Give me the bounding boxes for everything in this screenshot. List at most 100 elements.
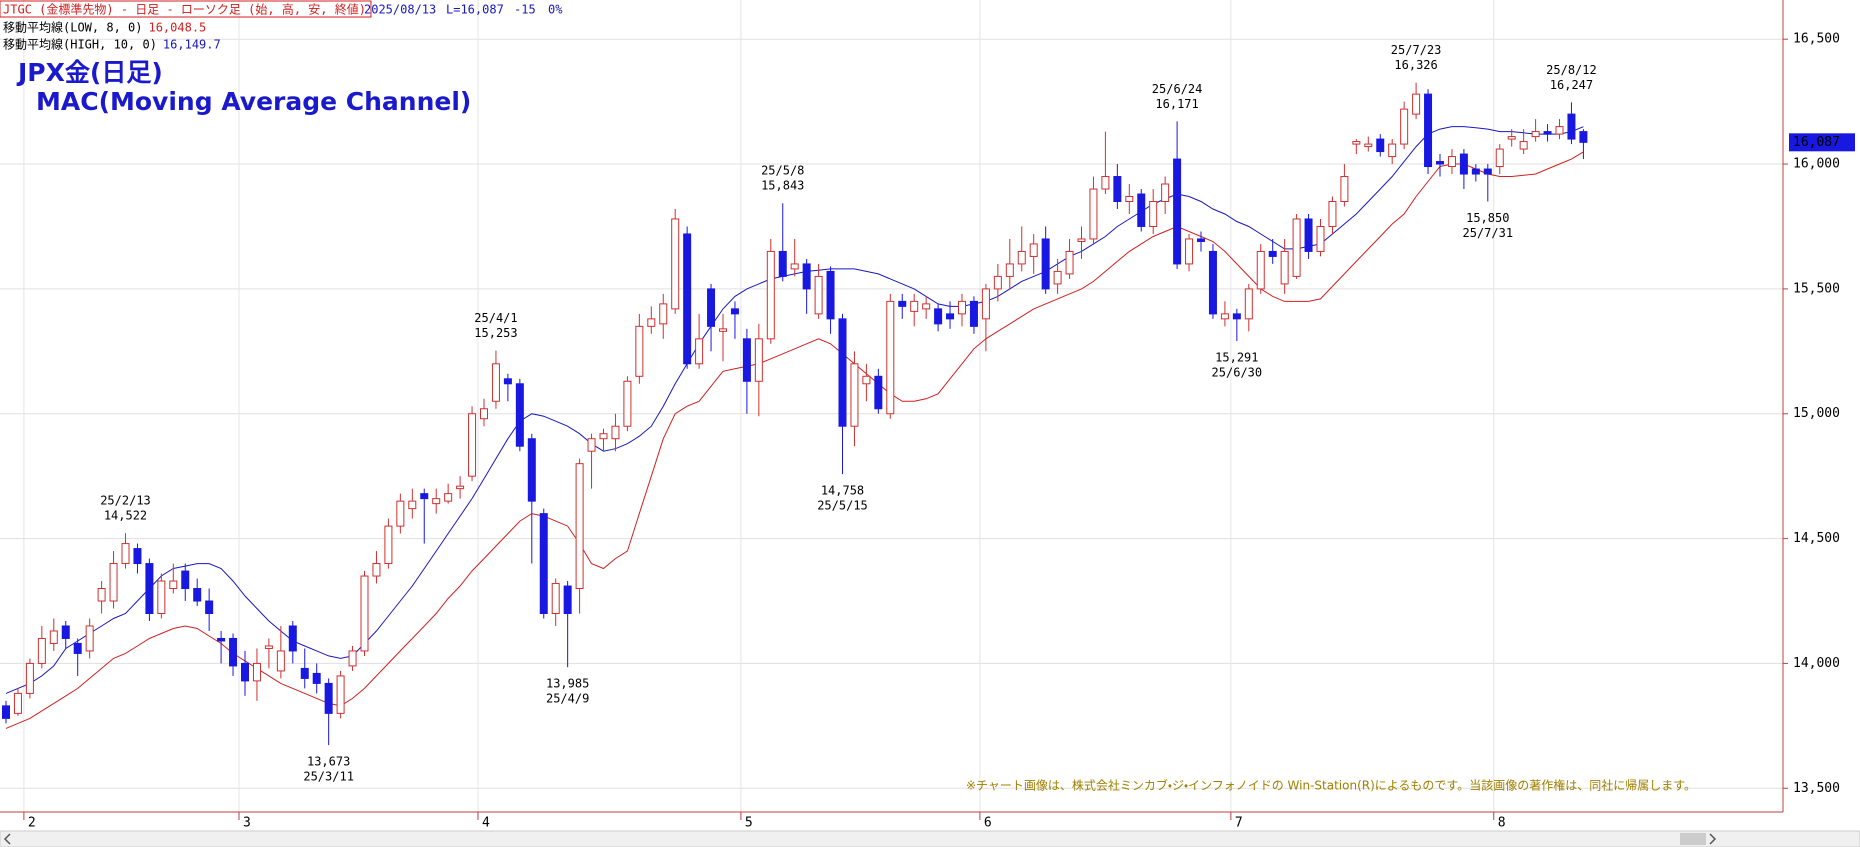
candle-body [1041, 238, 1050, 290]
candle-body [1376, 138, 1385, 153]
candle-body [1352, 141, 1361, 145]
candle-body [336, 675, 345, 714]
candle-body [1412, 93, 1421, 115]
footnote: ※チャート画像は、株式会社ミンカブ・ジ・インフォノイドの Win-Station… [966, 778, 1696, 793]
y-tick-label: 16,000 [1793, 157, 1840, 172]
x-tick-label: 5 [745, 816, 753, 831]
candle-body [1340, 176, 1349, 203]
candle-body [2, 705, 10, 719]
candle-body [707, 288, 716, 327]
candle-body [49, 630, 58, 644]
candle-body [396, 500, 405, 527]
header-instrument: JTGC (金標準先物) - 日足 - ローソク足 (始, 高, 安, 終値) [3, 2, 366, 17]
scroll-thumb[interactable] [1680, 833, 1706, 845]
candle-body [1483, 168, 1492, 175]
candle-body [1471, 168, 1480, 175]
annotation-date: 25/7/23 [1391, 43, 1442, 57]
y-tick-label: 14,500 [1793, 531, 1840, 546]
scroll-right[interactable] [1709, 833, 1717, 845]
candle-body [1197, 238, 1205, 242]
scrollbar[interactable] [0, 830, 1860, 847]
candle-body [1567, 113, 1576, 140]
candle-body [241, 662, 249, 682]
annotation-date: 25/7/31 [1463, 226, 1514, 240]
x-tick-label: 4 [482, 816, 490, 831]
candle-body [874, 375, 883, 410]
annotation-price: 13,673 [307, 755, 350, 769]
candle-body [205, 600, 214, 614]
candle-body [969, 300, 978, 327]
candle-body [1256, 250, 1265, 290]
candle-body [384, 525, 393, 565]
x-tick-label: 3 [243, 816, 251, 831]
scroll-left[interactable] [3, 833, 11, 845]
x-tick-label: 2 [28, 816, 36, 831]
candle-body [503, 378, 512, 385]
candle-body [719, 328, 727, 332]
candle-body [778, 250, 787, 277]
last-price-tag [1789, 133, 1855, 152]
candle-body [539, 513, 548, 614]
annotation-date: 25/2/13 [100, 494, 151, 508]
candle-body [1185, 238, 1194, 265]
annotation-price: 15,850 [1466, 211, 1509, 225]
last-price-label: 16,087 [1793, 135, 1840, 150]
candle-body [288, 625, 297, 652]
candle-body [1400, 108, 1409, 145]
candle-body [348, 650, 357, 667]
candle-body [1328, 201, 1337, 227]
candle-body [1017, 250, 1026, 265]
candle-body [1364, 143, 1373, 148]
candle-body [934, 308, 943, 325]
annotation-price: 13,985 [546, 677, 589, 691]
candle-body [599, 433, 608, 440]
candle-body [1316, 225, 1325, 252]
grid [0, 0, 1788, 820]
header-change: -15 [514, 3, 536, 17]
candle-body [25, 662, 34, 694]
header-pct: 0% [548, 3, 563, 17]
candle-body [157, 580, 166, 614]
candle-body [1161, 183, 1170, 203]
candle-body [372, 563, 381, 577]
candle-body [456, 485, 465, 490]
candle-body [408, 500, 417, 510]
candle-body [1149, 201, 1158, 227]
candle-body [958, 300, 966, 315]
annotation-date: 25/6/30 [1212, 366, 1263, 380]
candle-body [1113, 176, 1122, 203]
annotation-date: 25/6/24 [1152, 82, 1203, 96]
candle-body [276, 650, 285, 672]
candle-body [611, 425, 620, 440]
header-date: 2025/08/13 [364, 3, 436, 17]
candle-body [1220, 313, 1229, 320]
candle-body [1208, 250, 1217, 315]
candle-body [1555, 126, 1564, 135]
candle-body [1304, 218, 1313, 252]
candle-body [145, 563, 154, 614]
legend-name: 移動平均線(LOW, 8, 0) [3, 20, 142, 35]
candle-body [742, 338, 751, 382]
candle-body [1436, 161, 1444, 165]
candle-body [1519, 141, 1528, 150]
candle-body [324, 682, 333, 714]
candle-body [587, 438, 596, 452]
candle-body [1507, 136, 1516, 140]
candle-body [910, 300, 919, 312]
candle-body [886, 300, 895, 415]
candle-body [993, 275, 1002, 290]
candle-body [683, 233, 692, 365]
candle-body [671, 218, 680, 310]
candle-body [229, 637, 238, 667]
candle-body [109, 563, 118, 602]
candle-body [85, 625, 94, 652]
candle-body [575, 463, 584, 590]
annotation-price: 14,522 [104, 509, 147, 523]
candle-body [898, 300, 907, 307]
candle-body [1579, 131, 1588, 143]
y-tick-label: 13,500 [1793, 781, 1840, 796]
annotation-date: 25/4/1 [474, 311, 517, 325]
candle-body [432, 498, 441, 505]
